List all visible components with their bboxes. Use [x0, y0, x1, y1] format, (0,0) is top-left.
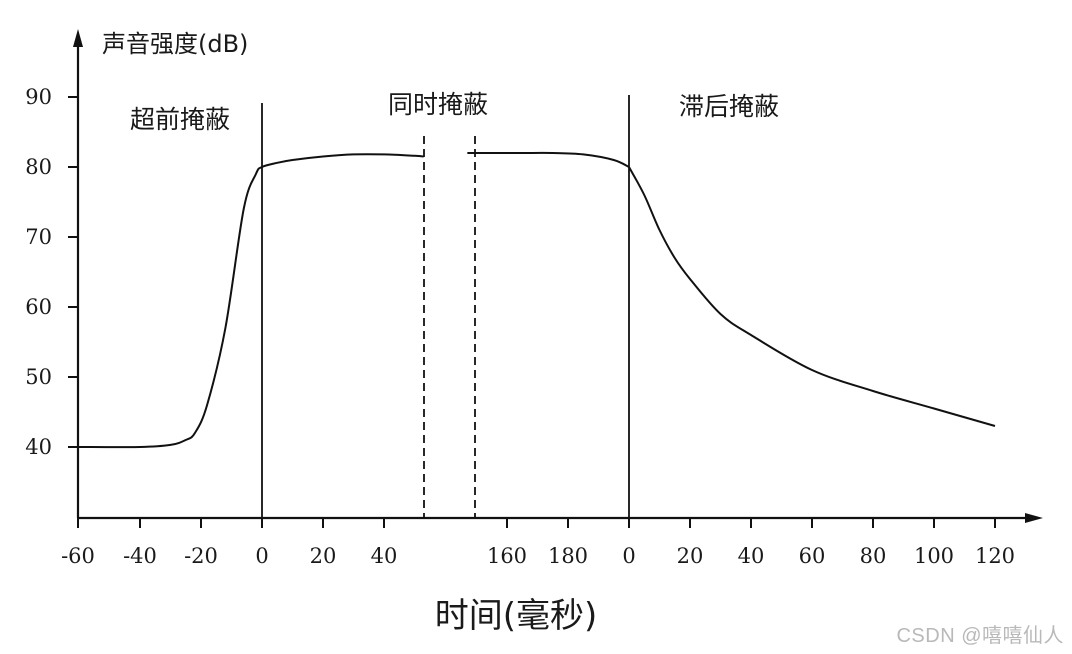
- x-tick-label: 180: [548, 544, 588, 568]
- x-axis-arrow: [1025, 513, 1043, 523]
- series-line-post: [628, 166, 996, 427]
- x-tick-label: -20: [184, 544, 218, 568]
- x-axis-label: 时间(毫秒): [435, 596, 598, 636]
- region-label-simultaneous-masking: 同时掩蔽: [388, 90, 488, 119]
- x-tick-label: 160: [487, 544, 527, 568]
- x-tick-label: 100: [914, 544, 954, 568]
- axes: [73, 29, 1043, 523]
- y-tick-label: 40: [25, 435, 52, 459]
- data-series: [78, 151, 996, 449]
- x-tick-label: 0: [622, 544, 635, 568]
- watermark: CSDN @嘻嘻仙人: [896, 625, 1064, 647]
- region-label-forward-masking: 超前掩蔽: [130, 105, 230, 134]
- x-tick-label: 40: [738, 544, 765, 568]
- y-tick-label: 70: [25, 225, 52, 249]
- x-tick-label: 0: [255, 544, 268, 568]
- x-tick-label: 20: [677, 544, 704, 568]
- series-line-simultaneous-and-post: [467, 151, 630, 168]
- tick-marks: 40 50 60 70 80 90 -60 -40 -20 0 20 40 160 180 0 20 40 60 8…: [25, 85, 1015, 568]
- x-tick-label: 120: [975, 544, 1015, 568]
- series-line-pre-and-simultaneous: [78, 153, 424, 449]
- y-tick-label: 60: [25, 295, 52, 319]
- y-axis-arrow: [73, 29, 83, 47]
- region-label-backward-masking: 滞后掩蔽: [679, 92, 779, 121]
- x-tick-label: -40: [123, 544, 157, 568]
- x-tick-label: 80: [860, 544, 887, 568]
- x-tick-label: -60: [61, 544, 95, 568]
- x-tick-label: 40: [371, 544, 398, 568]
- region-dividers: [261, 95, 630, 518]
- y-tick-label: 50: [25, 365, 52, 389]
- x-tick-label: 20: [310, 544, 337, 568]
- y-tick-label: 90: [25, 85, 52, 109]
- y-axis-label: 声音强度(dB): [102, 30, 248, 58]
- x-tick-label: 60: [799, 544, 826, 568]
- y-tick-label: 80: [25, 155, 52, 179]
